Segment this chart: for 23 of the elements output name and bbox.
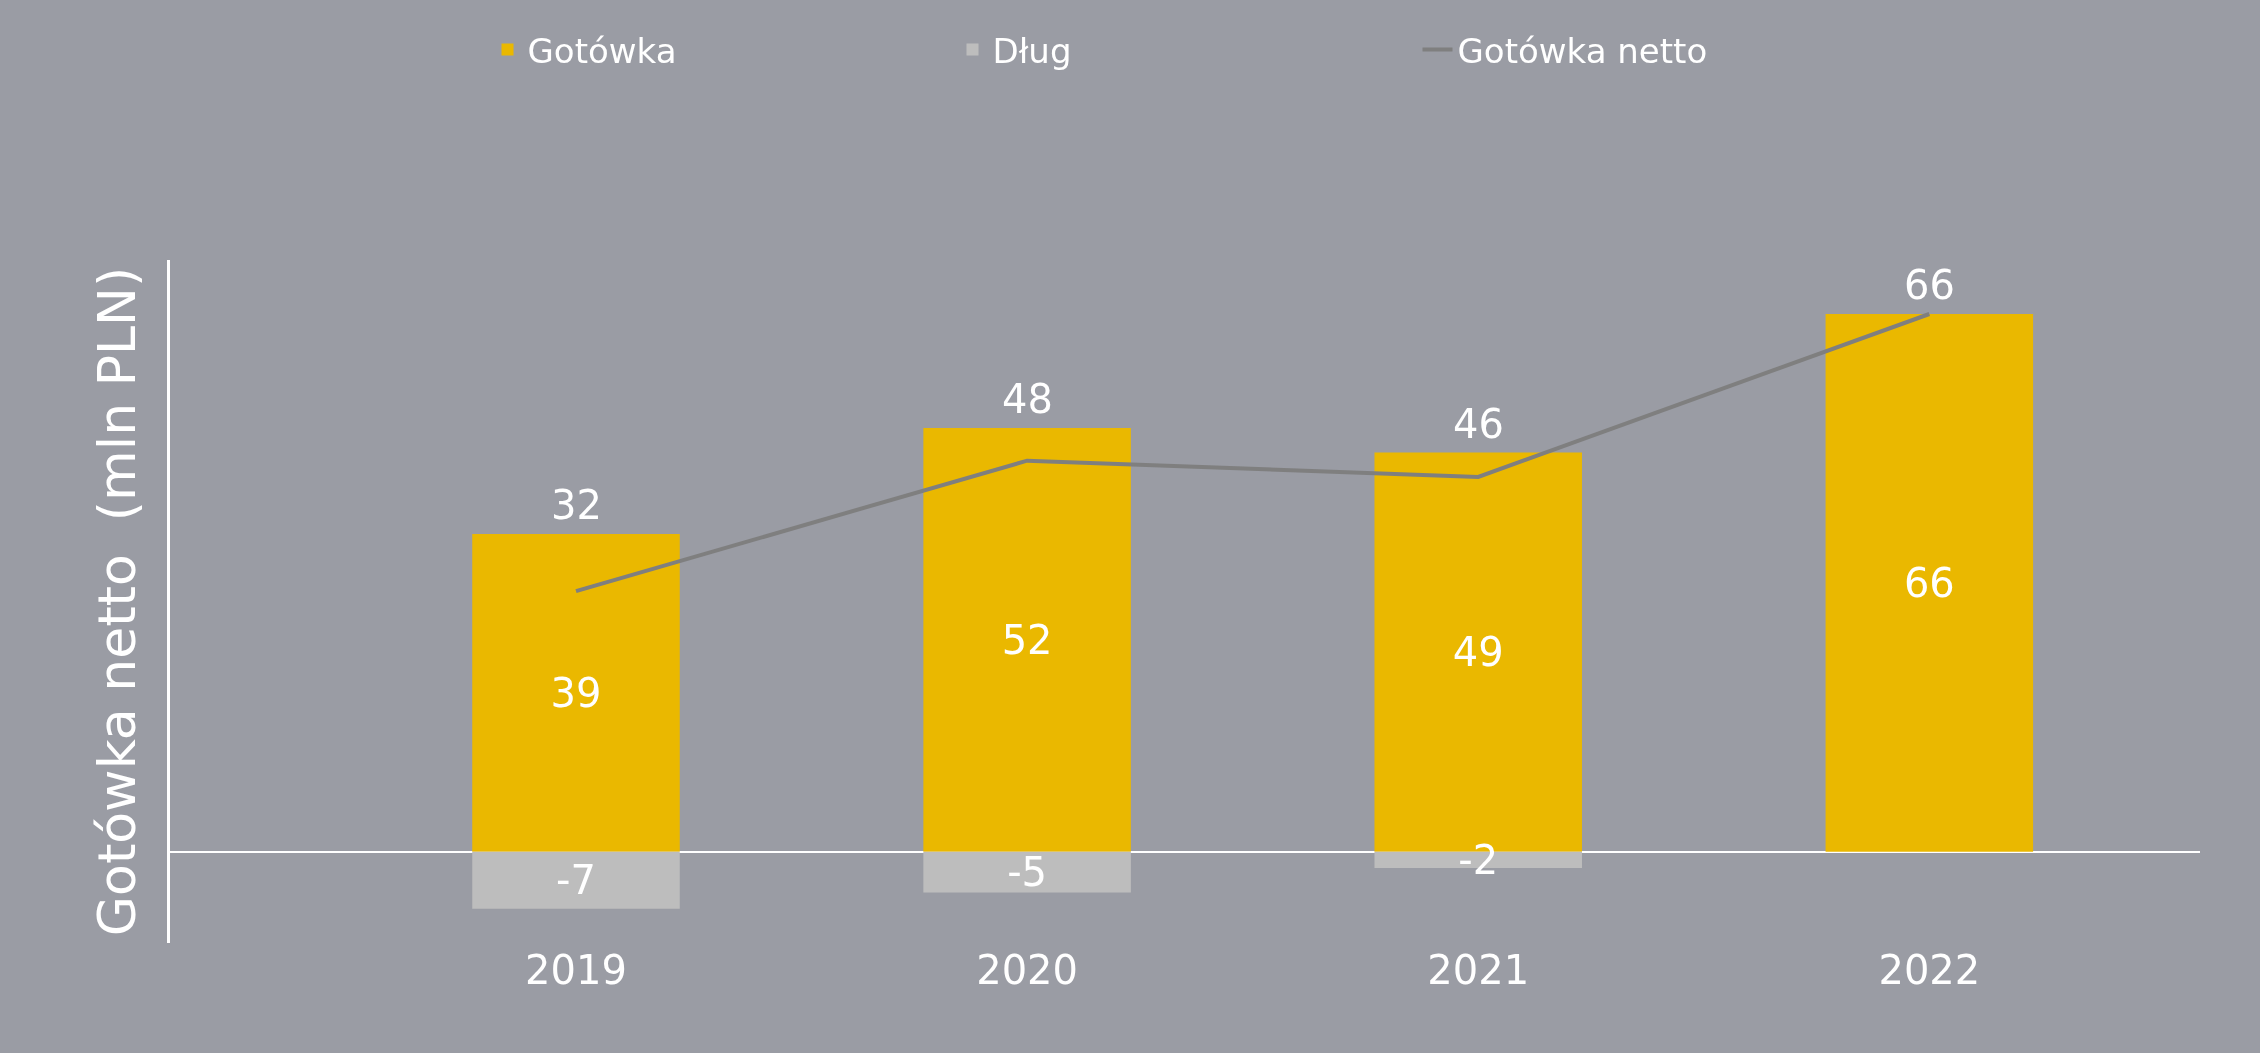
x-tick-label: 2019 [525, 947, 627, 993]
data-label: -7 [556, 857, 596, 904]
x-tick-label: 2021 [1427, 947, 1530, 993]
data-label: -5 [1007, 849, 1048, 896]
legend-label: Gotówka netto [1457, 30, 1708, 71]
legend-label: Dług [992, 30, 1072, 71]
x-tick-label: 2022 [1878, 947, 1981, 993]
data-label: 49 [1452, 629, 1504, 676]
x-tick-label: 2020 [976, 947, 1079, 993]
data-label: 48 [1002, 376, 1053, 422]
y-axis-title: Gotówka netto (mln PLN) [87, 266, 148, 937]
data-label: 66 [1904, 262, 1955, 308]
bar [472, 851, 680, 909]
data-label: 39 [550, 669, 602, 716]
data-label: 52 [1001, 616, 1053, 663]
bar [1825, 314, 2034, 852]
bar [923, 428, 1131, 852]
data-label: 32 [551, 482, 602, 528]
data-label: 66 [1903, 559, 1955, 606]
bar [472, 534, 680, 852]
bar [923, 851, 1131, 893]
data-label: 46 [1453, 401, 1504, 447]
legend-label: Gotówka [527, 30, 677, 71]
